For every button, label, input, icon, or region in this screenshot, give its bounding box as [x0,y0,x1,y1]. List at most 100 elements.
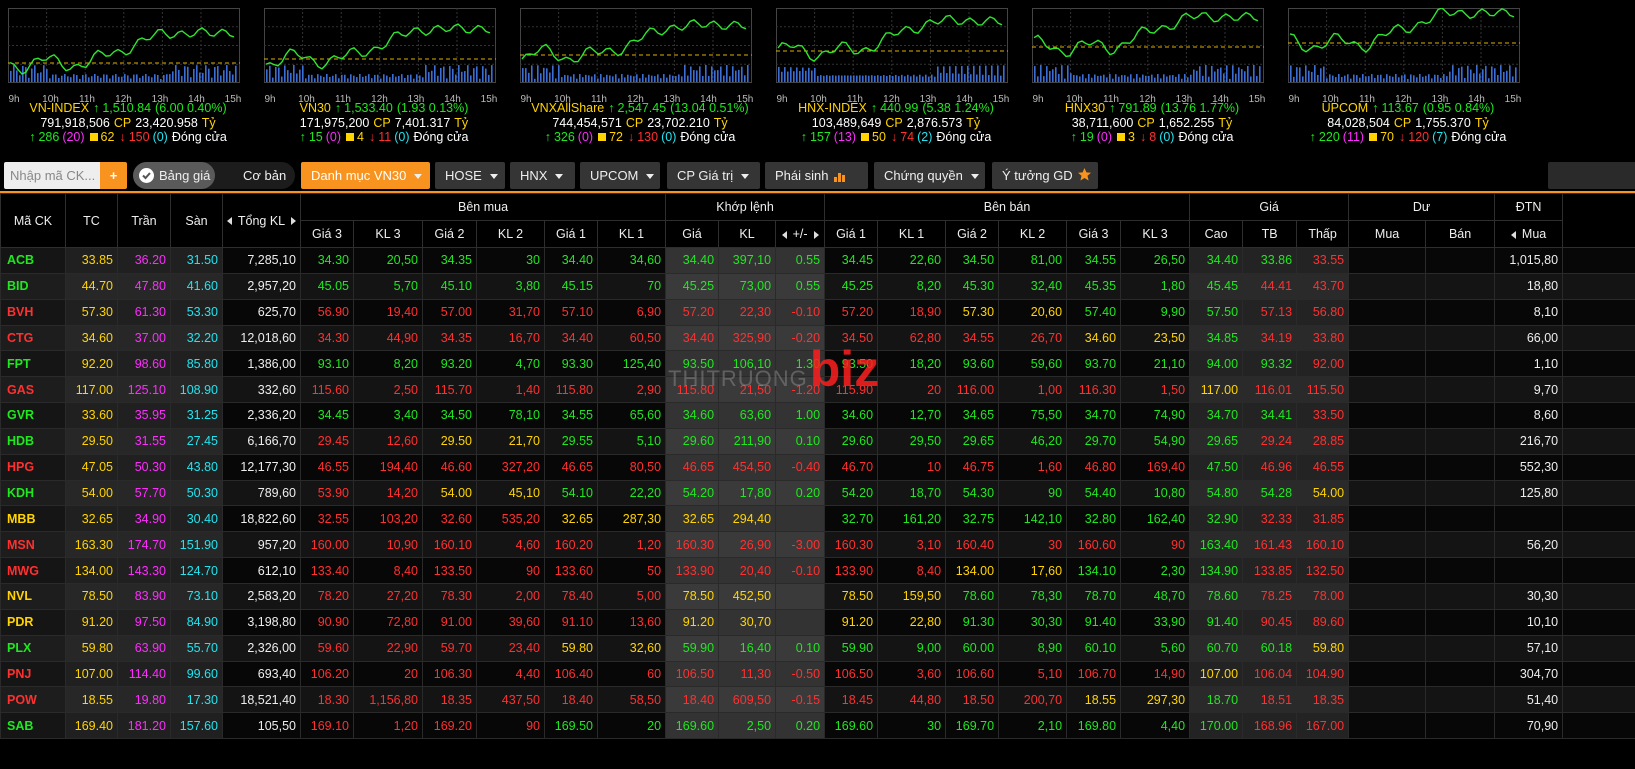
cell: 59.60 [300,634,354,662]
symbol[interactable]: ACB [0,247,66,274]
cell: 133.90 [824,557,879,584]
cell: 45.10 [422,272,477,300]
time-label: 9h [776,94,788,105]
volume-unit: CP [1393,116,1412,130]
market-tab[interactable]: Ý tưởng GD [992,162,1098,189]
market-tab[interactable]: HNX [510,162,575,189]
cell: 0.55 [775,272,826,300]
symbol[interactable]: HPG [0,453,66,481]
toggle-option[interactable]: Bảng giá [159,168,211,183]
breadth-line: ↑ 15 (0) 4 ↓ 11 (0) Đóng cửa [254,130,514,144]
market-tab[interactable]: UPCOM [580,162,660,189]
volume-bar [344,74,346,82]
symbol[interactable]: KDH [0,479,66,507]
market-tab[interactable]: CP Giá trị [667,162,760,189]
symbol[interactable]: GVR [0,402,66,429]
add-button[interactable]: + [100,162,127,189]
cell: 34.40 [544,247,598,274]
symbol[interactable]: FPT [0,350,66,378]
cell: 34.55 [945,324,1000,352]
cell: 57.20 [665,298,720,326]
symbol[interactable]: PLX [0,634,66,662]
symbol[interactable]: PDR [0,608,66,636]
column-header: KL 1 [596,220,667,248]
cell: 107.00 [65,660,118,688]
cell: 66,00 [1494,324,1564,352]
volume-bar [1296,67,1298,82]
volume-bar [522,68,524,82]
volume-bar [55,74,57,82]
cell: 29.50 [65,427,118,455]
index-line: VN30 ↑ 1,533.40 (1.93 0.13%) [254,101,514,115]
cell [1425,531,1496,559]
cell: 32.65 [665,505,720,533]
volume-bar [847,75,849,82]
volume-bar [1404,74,1406,82]
symbol[interactable]: SAB [0,712,66,740]
volume-bar [329,76,331,82]
index-line: UPCOM ↑ 113.67 (0.95 0.84%) [1278,101,1538,115]
volume-bar [275,66,277,82]
symbol[interactable]: HDB [0,427,66,455]
cell: 34.60 [665,402,720,429]
cell: 34.40 [1189,247,1244,274]
mini-chart [264,8,496,83]
volume-bar [1037,76,1039,82]
cell: 14,90 [1120,660,1191,688]
cell: 8,10 [1494,298,1564,326]
cell: 90.90 [300,608,354,636]
cell: 22,90 [353,634,423,662]
symbol[interactable]: POW [0,686,66,714]
symbol[interactable]: CTG [0,324,66,352]
cell: 57.30 [65,298,118,326]
cell: 43.70 [1296,272,1350,300]
cell-filler [1562,686,1635,714]
symbol[interactable]: NVL [0,582,66,610]
cell: 44.70 [65,272,118,300]
volume-bar [311,74,313,82]
symbol[interactable]: MBB [0,505,66,533]
cell: 78,10 [476,402,545,429]
cell: 78.00 [1296,582,1350,610]
cell [1348,582,1427,610]
volume-bar [546,68,548,82]
search-input[interactable]: Nhập mã CK... [4,162,100,189]
market-tab[interactable]: HOSE [435,162,505,189]
volume-bar [1473,73,1475,82]
index-value: 113.67 [1381,101,1419,115]
volume-bar [561,77,563,82]
symbol[interactable]: PNJ [0,660,66,688]
volume-bar [567,75,569,82]
star-icon [1077,168,1091,181]
symbol[interactable]: MWG [0,557,66,584]
stock-row: CTG 34.60 37.00 32.20 12,018,60 34.30 44,90 34.… [0,324,1635,352]
symbol[interactable]: BVH [0,298,66,326]
symbol[interactable]: GAS [0,376,66,404]
volume-bar [437,75,439,82]
time-label: 9h [1032,94,1044,105]
cell-filler [1562,608,1635,636]
volume-bar [633,76,635,82]
view-toggle[interactable]: Bảng giá Cơ bản [133,162,295,189]
volume-bar [1500,65,1502,82]
index-value: 791.89 [1118,101,1157,115]
market-tab[interactable]: Chứng quyền [874,162,985,189]
symbol[interactable]: MSN [0,531,66,559]
cell: 78.40 [544,582,598,610]
column-header: Giá 3 [300,220,354,248]
symbol[interactable]: BID [0,272,66,300]
volume-bar [401,74,403,82]
volume-bar [1172,75,1174,82]
toggle-option[interactable]: Cơ bản [243,168,287,183]
cell: 28.85 [1296,427,1350,455]
volume-bar [630,75,632,82]
volume-bar [434,65,436,82]
time-label: 12h [1139,94,1156,105]
cell: 54.00 [422,479,477,507]
up-arrow: ↑ [1309,130,1316,144]
market-tab[interactable]: Danh mục VN30 [301,162,430,189]
volume-bar [1115,74,1117,82]
dropdown-caret [970,174,979,180]
cell [1348,427,1427,455]
market-tab[interactable]: Phái sinh [765,162,868,189]
